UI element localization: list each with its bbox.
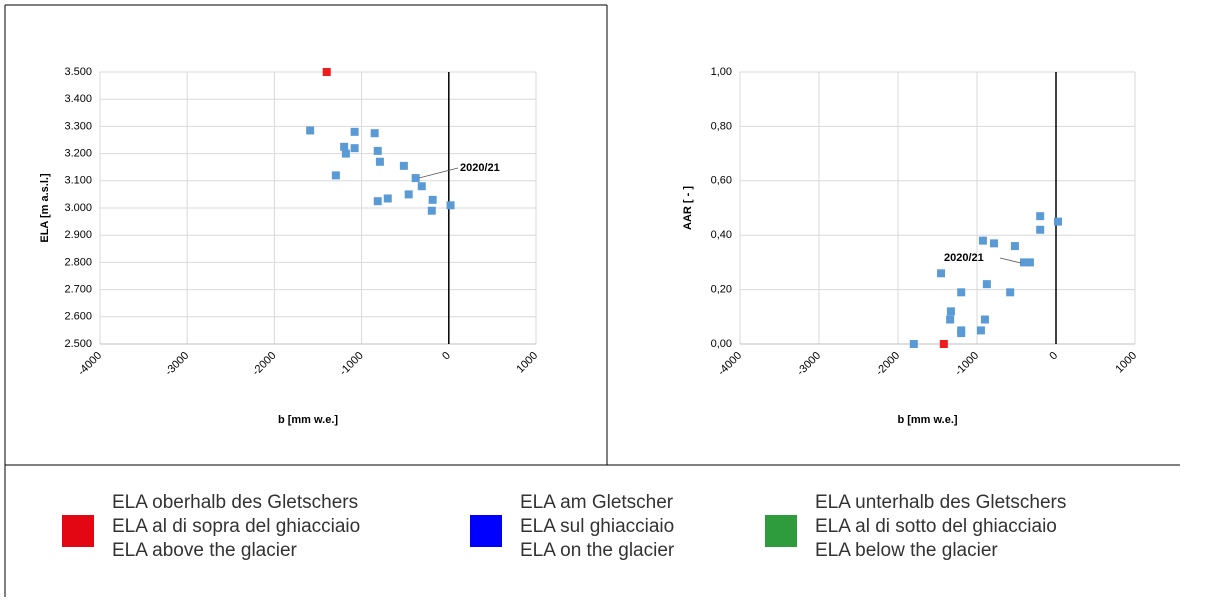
legend-text: ELA al di sotto del ghiacciaio [815,516,1057,537]
x-axis-label: b [mm w.e.] [278,414,338,426]
annotation-leader [418,167,459,179]
x-tick-label: -1000 [953,350,981,378]
y-tick-label: 2.600 [64,311,92,323]
point [411,174,420,183]
x-tick-label: -4000 [76,350,104,378]
point [399,161,408,170]
point [937,269,946,278]
point [341,149,350,158]
point [383,194,392,203]
y-axis-label: ELA [m a.s.l.] [39,173,51,243]
y-tick-label: 3.300 [64,120,92,132]
x-tick-label: -3000 [163,350,191,378]
y-tick-label: 0,40 [711,229,732,241]
point [340,142,349,151]
point [417,182,426,191]
point [1053,217,1062,226]
y-tick-label: 0,60 [711,175,732,187]
legend-text: ELA oberhalb des Gletschers [112,492,358,513]
point [446,201,455,210]
x-tick-label: 1000 [1113,350,1139,376]
y-tick-label: 3.400 [64,93,92,105]
point [1025,258,1034,267]
point [1006,288,1015,297]
point [946,307,955,316]
legend-text: ELA below the glacier [815,540,998,561]
point [331,171,340,180]
point [978,236,987,245]
legend-swatch [470,515,502,547]
x-tick-label: -2000 [250,350,278,378]
annotation: 2020/21 [944,252,984,264]
point [375,157,384,166]
legend-text: ELA above the glacier [112,540,298,561]
y-tick-label: 2.500 [64,338,92,350]
point [373,197,382,206]
y-tick-label: 3.500 [64,66,92,78]
x-tick-label: 0 [1047,350,1060,363]
x-tick-label: 1000 [514,350,540,376]
point [322,68,331,76]
y-tick-label: 2.900 [64,229,92,241]
point [370,129,379,138]
legend-swatch [765,515,797,547]
point [939,340,948,348]
x-tick-label: -1000 [337,350,365,378]
annotation-leader [999,257,1022,264]
point [976,326,985,335]
y-tick-label: 3.200 [64,148,92,160]
y-tick-label: 0,80 [711,120,732,132]
legend-text: ELA sul ghiacciaio [520,516,674,537]
point [428,195,437,204]
y-tick-label: 0,20 [711,284,732,296]
point [1010,242,1019,251]
y-tick-label: 3.100 [64,175,92,187]
legend-text: ELA unterhalb des Gletschers [815,492,1066,513]
point [909,340,918,348]
point [1036,212,1045,221]
legend-text: ELA am Gletscher [520,492,674,513]
x-axis-label: b [mm w.e.] [897,414,957,426]
y-tick-label: 2.700 [64,284,92,296]
point [989,239,998,248]
point [306,126,315,135]
y-tick-label: 3.000 [64,202,92,214]
x-tick-label: -3000 [795,350,823,378]
point [1020,258,1029,267]
point [982,280,991,289]
frame [4,4,1180,597]
point [957,288,966,297]
annotation: 2020/21 [460,162,500,174]
point [350,144,359,153]
y-axis-label: AAR [ - ] [682,186,694,230]
x-tick-label: -2000 [874,350,902,378]
y-tick-label: 0,00 [711,338,732,350]
point [1036,225,1045,234]
point [946,315,955,324]
point [980,315,989,324]
point [373,146,382,155]
point [427,206,436,215]
point [350,127,359,136]
y-tick-label: 1,00 [711,66,732,78]
y-tick-label: 2.800 [64,256,92,268]
x-tick-label: -4000 [716,350,744,378]
x-tick-label: 0 [440,350,453,363]
legend-text: ELA al di sopra del ghiacciaio [112,516,360,537]
point [404,190,413,199]
legend-text: ELA on the glacier [520,540,675,561]
point [957,329,966,338]
legend-swatch [62,515,94,547]
